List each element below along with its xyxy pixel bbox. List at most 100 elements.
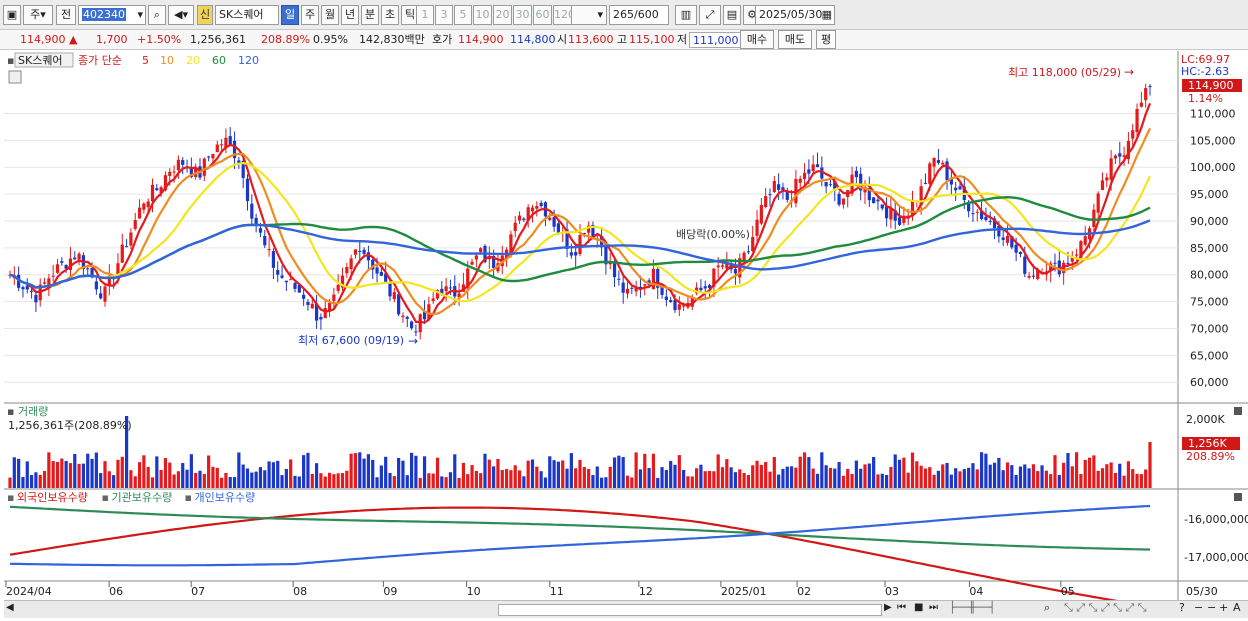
period-tab[interactable]: 틱	[401, 5, 419, 25]
count-max: /600	[634, 8, 659, 21]
holder-line	[9, 505, 1150, 551]
candle-body	[621, 282, 625, 293]
zoom-out-icon[interactable]: −	[1194, 601, 1204, 614]
volume-bar	[189, 454, 193, 488]
volume-bar	[414, 455, 418, 488]
candle-body	[669, 300, 673, 303]
interval-tab[interactable]: 1	[416, 5, 434, 25]
panel-menu-icon[interactable]: ▪	[7, 54, 14, 67]
volume-bar	[967, 467, 971, 488]
volume-bar	[90, 458, 94, 488]
scroll-right-icon[interactable]: ▶	[884, 602, 892, 613]
volume-bar	[630, 477, 634, 488]
compare-button[interactable]: 전	[56, 5, 76, 25]
date-input[interactable]: 2025/05/30 ▦	[755, 5, 835, 25]
interval-tab[interactable]: 10	[473, 5, 492, 25]
price-y-ticks: 110,000 105,000 100,000 95,000 90,000 85,000 8…	[1190, 107, 1236, 389]
volume-bar	[1049, 474, 1053, 488]
forward-icon[interactable]: ⏭	[929, 602, 938, 613]
volume-bar	[729, 467, 733, 488]
candle-body	[979, 210, 984, 219]
candle-type-icon[interactable]: ▥	[675, 5, 697, 25]
buy-button[interactable]: 매수	[740, 30, 774, 49]
stop-icon[interactable]: ■	[914, 602, 924, 613]
rewind-icon[interactable]: ⏮	[897, 602, 906, 613]
chart-scrollbar[interactable]: ◀ ▶ ⏮ ■ ⏭ ├──╫──┤ ⌕ ⤡ ⤢ ⤡ ⤢ ⤡ ⤢ ⤡ ? − − …	[4, 600, 1248, 618]
volume-bar	[910, 452, 915, 488]
period-tab[interactable]: 주	[301, 5, 319, 25]
candle-body	[928, 163, 932, 184]
candle-body	[587, 225, 591, 233]
volume-bar	[228, 477, 232, 488]
candle-body	[638, 286, 643, 290]
volume-bar	[979, 452, 984, 488]
save-icon[interactable]: ▤	[723, 5, 741, 25]
panel-close-icon[interactable]	[1234, 493, 1242, 501]
candle-body	[535, 206, 539, 209]
speaker-icon[interactable]: ◀▾	[168, 5, 194, 25]
volume-bar	[146, 466, 150, 488]
sell-button[interactable]: 매도	[778, 30, 812, 49]
period-tab[interactable]: 월	[321, 5, 339, 25]
scroll-thumb[interactable]	[498, 604, 882, 616]
y-tick-label: 105,000	[1190, 134, 1236, 147]
volume-bar	[682, 469, 686, 488]
draw-tools-icon[interactable]: ⤡ ⤢ ⤡ ⤢ ⤡ ⤢ ⤡	[1064, 601, 1147, 614]
interval-tab[interactable]: 3	[435, 5, 453, 25]
candle-body	[172, 171, 176, 173]
volume-bar	[725, 459, 729, 488]
search-icon[interactable]: ⌕	[148, 5, 166, 25]
chart-background	[4, 51, 1248, 601]
grid-toggle-icon[interactable]	[8, 70, 22, 84]
interval-dropdown[interactable]: ▾	[571, 5, 607, 25]
zoom-slider[interactable]: ├──╫──┤	[949, 601, 996, 614]
help-icon[interactable]: ?	[1179, 601, 1185, 614]
volume-bar	[1126, 461, 1131, 488]
panel-menu-icon[interactable]: ▪	[7, 405, 14, 418]
period-tab[interactable]: 일	[281, 5, 299, 25]
eval-button[interactable]: 평	[816, 30, 836, 49]
current-price: 114,900 ▲	[20, 33, 78, 46]
x-tick-label: 10	[467, 585, 481, 598]
candle-body	[608, 262, 612, 265]
interval-tab[interactable]: 30	[513, 5, 532, 25]
magnify-icon[interactable]: ⌕	[1044, 601, 1051, 614]
volume-bar	[699, 464, 703, 488]
period-select[interactable]: 주▾	[23, 5, 53, 25]
volume-bar	[1062, 462, 1066, 488]
interval-tab[interactable]: 60	[533, 5, 552, 25]
volume-bar	[1109, 462, 1113, 488]
stock-name-field[interactable]: SK스퀘어	[215, 5, 279, 25]
candle-body	[1010, 235, 1014, 248]
period-tab[interactable]: 년	[341, 5, 359, 25]
volume-bar	[867, 463, 871, 488]
volume-bar	[431, 473, 435, 488]
candle-body	[802, 172, 807, 179]
price-info-bar: 114,900 ▲ 1,700 +1.50% 1,256,361 208.89%…	[0, 30, 1248, 50]
interval-tab[interactable]: 120	[553, 5, 575, 25]
candle-body	[310, 303, 314, 309]
interval-tab[interactable]: 5	[454, 5, 472, 25]
font-size-icon[interactable]: A	[1233, 601, 1241, 614]
candle-body	[340, 275, 345, 288]
count-input[interactable]: 265/600	[609, 5, 669, 25]
candle-body	[392, 292, 396, 300]
candle-body	[379, 272, 383, 276]
zoom-reset-icon[interactable]: −	[1207, 601, 1217, 614]
volume-bar	[47, 452, 51, 488]
candle-body	[630, 287, 634, 289]
interval-tab[interactable]: 20	[493, 5, 512, 25]
period-tab[interactable]: 초	[381, 5, 399, 25]
volume-bar	[107, 471, 111, 488]
hc-label: HC:-2.63	[1181, 65, 1229, 78]
zoom-in-icon[interactable]: +	[1219, 601, 1229, 614]
trend-tool-icon[interactable]: ⤢	[699, 5, 721, 25]
scroll-left-icon[interactable]: ◀	[6, 602, 14, 613]
calendar-icon: ▦	[821, 8, 832, 21]
panel-close-icon[interactable]	[1234, 407, 1242, 415]
chart-settings-icon[interactable]: ▣	[3, 5, 21, 25]
volume-bar	[142, 455, 146, 488]
volume-bar	[1053, 455, 1057, 488]
period-tab[interactable]: 분	[361, 5, 379, 25]
stock-code-input[interactable]: 402340 ▾	[78, 5, 146, 25]
